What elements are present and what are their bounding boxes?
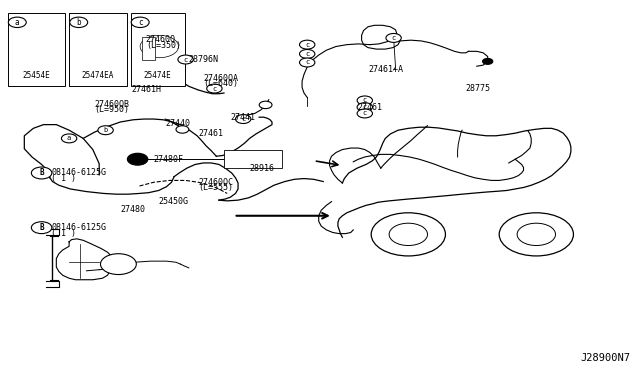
Circle shape bbox=[140, 35, 179, 58]
Text: c: c bbox=[392, 35, 396, 41]
Bar bbox=[142, 37, 155, 60]
Circle shape bbox=[259, 101, 272, 109]
Circle shape bbox=[389, 223, 428, 246]
Circle shape bbox=[483, 58, 493, 64]
Circle shape bbox=[236, 115, 251, 124]
Text: a: a bbox=[67, 135, 71, 141]
Circle shape bbox=[517, 223, 556, 246]
Text: 25450G: 25450G bbox=[159, 197, 189, 206]
Circle shape bbox=[31, 222, 52, 234]
Text: B: B bbox=[39, 223, 44, 232]
Text: 27461+A: 27461+A bbox=[368, 65, 403, 74]
Text: ( 1 ): ( 1 ) bbox=[51, 229, 76, 238]
Text: c: c bbox=[241, 116, 245, 122]
Text: 27441: 27441 bbox=[230, 113, 255, 122]
Circle shape bbox=[357, 103, 372, 112]
Text: B: B bbox=[39, 169, 44, 177]
Bar bbox=[69, 13, 127, 86]
Text: 27461: 27461 bbox=[198, 129, 223, 138]
Text: 08146-6125G: 08146-6125G bbox=[51, 169, 106, 177]
Text: 27460Q: 27460Q bbox=[146, 35, 176, 44]
Circle shape bbox=[386, 33, 401, 42]
Circle shape bbox=[371, 213, 445, 256]
Text: (L=950): (L=950) bbox=[95, 105, 130, 114]
Circle shape bbox=[131, 17, 149, 28]
Text: 25454E: 25454E bbox=[22, 71, 51, 80]
Text: c: c bbox=[212, 86, 216, 92]
Text: 28796N: 28796N bbox=[189, 55, 219, 64]
Text: c: c bbox=[363, 110, 367, 116]
Text: 27440: 27440 bbox=[165, 119, 190, 128]
Text: 08146-6125G: 08146-6125G bbox=[51, 223, 106, 232]
Circle shape bbox=[357, 109, 372, 118]
Text: c: c bbox=[138, 18, 143, 27]
Text: 27460QB: 27460QB bbox=[95, 100, 130, 109]
Text: 28775: 28775 bbox=[466, 84, 491, 93]
Bar bbox=[224, 150, 282, 168]
Text: b: b bbox=[76, 18, 81, 27]
Circle shape bbox=[178, 55, 193, 64]
Text: ( 1 ): ( 1 ) bbox=[51, 174, 76, 183]
Text: 25474EA: 25474EA bbox=[82, 71, 114, 80]
Text: 27480F: 27480F bbox=[154, 155, 184, 164]
Text: (L=640): (L=640) bbox=[204, 79, 239, 88]
Text: 27461: 27461 bbox=[357, 103, 382, 112]
Text: b: b bbox=[104, 127, 108, 133]
Text: c: c bbox=[305, 51, 309, 57]
Text: (L=555): (L=555) bbox=[198, 183, 234, 192]
Text: c: c bbox=[305, 60, 309, 65]
Text: J28900N7: J28900N7 bbox=[580, 353, 630, 363]
Circle shape bbox=[499, 213, 573, 256]
Text: 27480: 27480 bbox=[120, 205, 145, 214]
Bar bbox=[8, 13, 65, 86]
Text: 27460QC: 27460QC bbox=[198, 178, 234, 187]
Circle shape bbox=[127, 153, 148, 165]
Circle shape bbox=[357, 96, 372, 105]
Text: 27460QA: 27460QA bbox=[204, 74, 239, 83]
Circle shape bbox=[31, 167, 52, 179]
Circle shape bbox=[100, 254, 136, 275]
Circle shape bbox=[176, 126, 189, 133]
Circle shape bbox=[70, 17, 88, 28]
Circle shape bbox=[300, 58, 315, 67]
Text: c: c bbox=[363, 97, 367, 103]
Circle shape bbox=[207, 84, 222, 93]
Bar bbox=[131, 13, 185, 86]
Text: 28916: 28916 bbox=[250, 164, 275, 173]
Text: 25474E: 25474E bbox=[144, 71, 172, 80]
Text: c: c bbox=[305, 42, 309, 48]
Circle shape bbox=[98, 126, 113, 135]
Circle shape bbox=[61, 134, 77, 143]
Text: 27461H: 27461H bbox=[131, 85, 161, 94]
Text: c: c bbox=[363, 104, 367, 110]
Text: (L=350): (L=350) bbox=[146, 41, 181, 50]
Text: c: c bbox=[184, 57, 188, 62]
Circle shape bbox=[300, 40, 315, 49]
Text: a: a bbox=[15, 18, 20, 27]
Circle shape bbox=[300, 49, 315, 58]
Circle shape bbox=[8, 17, 26, 28]
